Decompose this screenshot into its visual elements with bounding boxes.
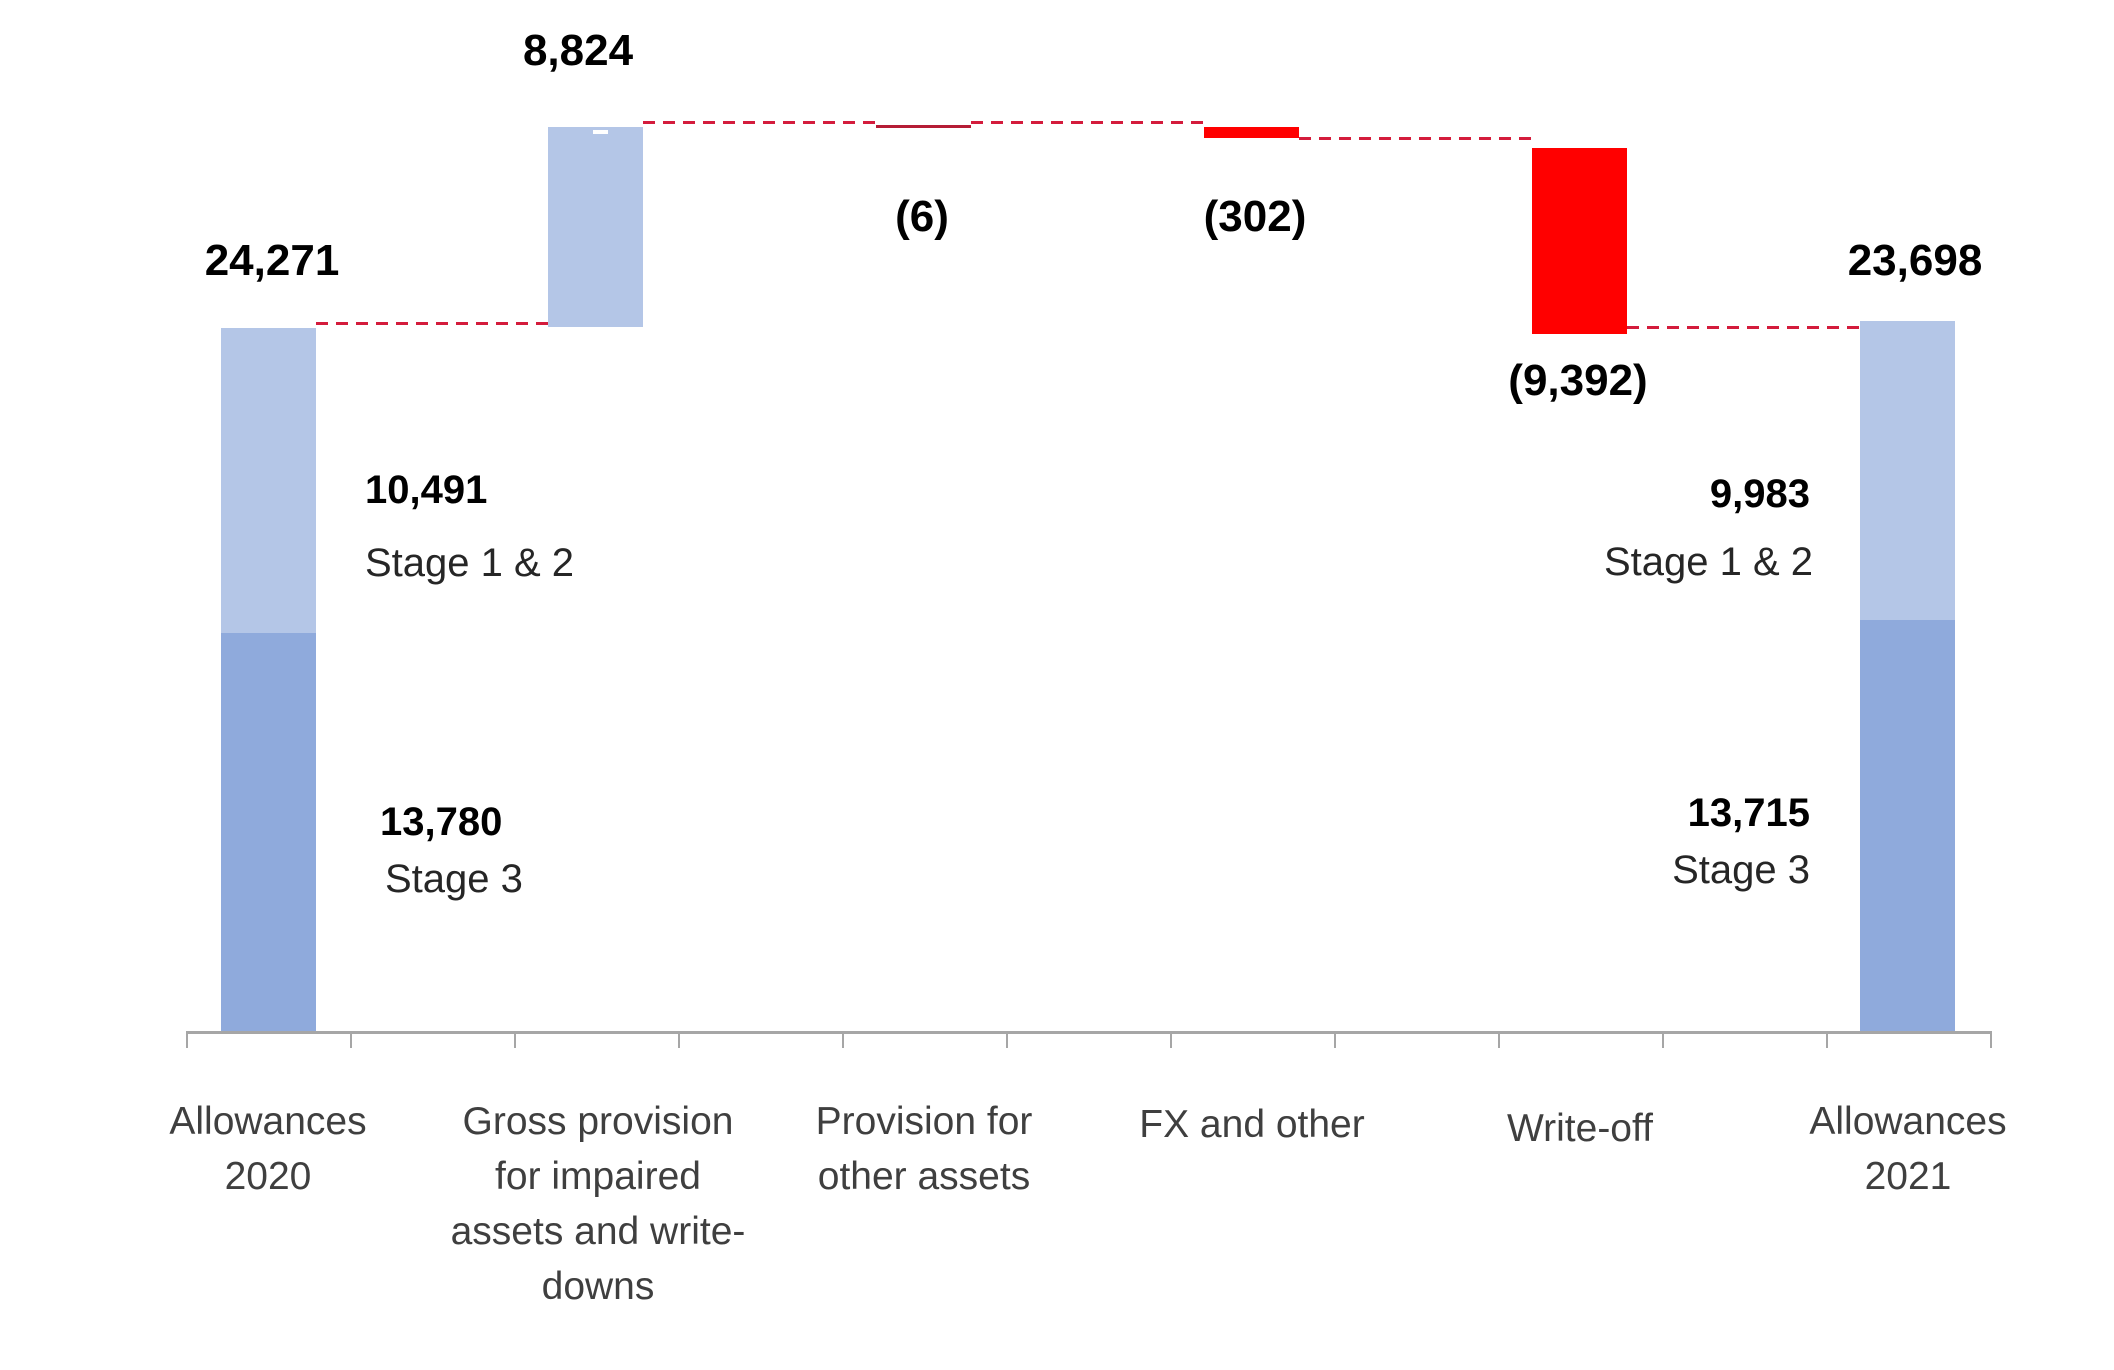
stage3-2020-label: Stage 3 (385, 857, 523, 901)
category-label-write-off: Write-off (1507, 1107, 1653, 1150)
x-axis-line (186, 1031, 1992, 1034)
connector-line-1 (316, 322, 548, 325)
value-label-provision-other: (6) (895, 192, 949, 241)
stage12-2020-value: 10,491 (365, 468, 488, 512)
bar-provision-other-assets (876, 125, 971, 128)
value-label-gross-provision: 8,824 (522, 26, 634, 75)
connector-line-4 (1299, 137, 1532, 140)
value-label-allowances-2021: 23,698 (1847, 236, 1983, 285)
value-label-write-off: (9,392) (1508, 356, 1648, 405)
stage12-2021-label: Stage 1 & 2 (1603, 540, 1813, 584)
x-axis-ticks (186, 1031, 1993, 1048)
category-label-allowances-2021: Allowances 2021 (1809, 1100, 2007, 1198)
value-label-allowances-2020: 24,271 (204, 236, 340, 285)
stage3-2021-label: Stage 3 (1672, 848, 1810, 892)
stage3-2020-value: 13,780 (380, 800, 503, 844)
category-label-provision-other: Provision for other assets (815, 1100, 1033, 1198)
bar-fx-and-other (1204, 127, 1299, 138)
category-label-gross-provision: Gross provision for impaired assets and … (450, 1100, 746, 1308)
connector-line-5 (1627, 326, 1860, 329)
bar-notch (593, 130, 608, 134)
connector-line-2 (643, 121, 876, 124)
connector-line-3 (971, 121, 1204, 124)
bar-allowances-2020-stage3 (221, 633, 316, 1032)
bar-allowances-2020-stage12 (221, 328, 316, 633)
category-label-allowances-2020: Allowances 2020 (169, 1100, 367, 1198)
bar-allowances-2021-stage12 (1860, 321, 1955, 620)
bar-gross-provision (548, 127, 643, 327)
stage12-2020-label: Stage 1 & 2 (365, 541, 575, 585)
bar-write-off (1532, 148, 1627, 334)
bar-allowances-2021-stage3 (1860, 620, 1955, 1032)
stage12-2021-value: 9,983 (1709, 472, 1810, 516)
value-label-fx-other: (302) (1203, 192, 1307, 241)
category-label-fx-other: FX and other (1139, 1103, 1365, 1146)
stage3-2021-value: 13,715 (1687, 791, 1810, 835)
